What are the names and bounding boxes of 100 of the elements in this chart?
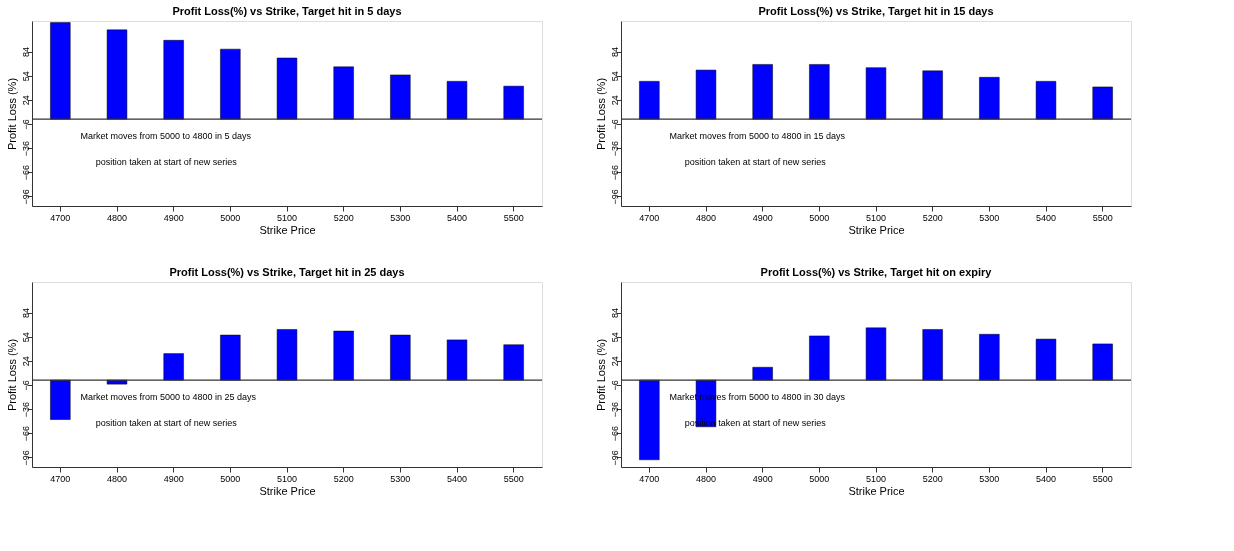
bar <box>503 344 524 381</box>
x-tick-label: 5400 <box>446 212 468 223</box>
y-tick-label: 24 <box>609 95 620 106</box>
bar <box>106 29 128 120</box>
bar <box>1092 86 1113 120</box>
chart-title: Profit Loss(%) vs Strike, Target hit in 15 days <box>758 5 994 17</box>
annotation: position taken at start of new series <box>95 156 238 167</box>
chart-title: Profit Loss(%) vs Strike, Target hit in 25 days <box>169 266 405 278</box>
x-tick-label: 4900 <box>752 212 773 223</box>
x-tick-label: 5200 <box>333 212 354 223</box>
bar <box>752 367 773 381</box>
annotation: position taken at start of new series <box>95 417 238 428</box>
x-tick-label: 5500 <box>503 473 524 484</box>
x-tick-label: 5000 <box>220 212 241 223</box>
y-axis-title: Profit Loss (%) <box>594 338 607 412</box>
y-tick-label: 54 <box>609 71 620 82</box>
y-tick-label: 54 <box>20 71 31 82</box>
y-tick-label: −96 <box>20 450 31 466</box>
x-tick-label: 5500 <box>503 212 524 223</box>
bar <box>979 334 1000 381</box>
y-tick-label: −6 <box>20 119 31 130</box>
x-tick-label: 4900 <box>752 473 773 484</box>
x-tick-label: 4700 <box>639 212 660 223</box>
x-tick-label: 5400 <box>446 473 468 484</box>
y-tick-label: −36 <box>609 140 620 157</box>
bar <box>922 329 943 381</box>
x-tick-label: 4700 <box>50 212 71 223</box>
x-axis-title: Strike Price <box>848 223 905 236</box>
y-tick-label: 54 <box>20 332 31 343</box>
y-axis-title: Profit Loss (%) <box>5 77 18 151</box>
bar <box>695 69 717 120</box>
bar <box>220 334 241 381</box>
x-tick-label: 5000 <box>220 473 241 484</box>
y-tick-label: −36 <box>20 401 31 418</box>
bar <box>809 335 830 381</box>
bar <box>50 379 71 420</box>
y-axis-title: Profit Loss (%) <box>5 338 18 412</box>
bar <box>1092 343 1113 381</box>
bar <box>865 67 887 120</box>
annotation: Market moves from 5000 to 4800 in 25 days <box>80 391 257 402</box>
x-tick-label: 4800 <box>106 212 128 223</box>
chart-title: Profit Loss(%) vs Strike, Target hit on expiry <box>760 266 993 278</box>
x-tick-label: 5300 <box>979 212 1000 223</box>
bar <box>1035 338 1057 381</box>
y-tick-label: 84 <box>20 47 31 58</box>
x-tick-label: 5200 <box>333 473 354 484</box>
bar <box>922 70 943 120</box>
bar <box>446 81 468 120</box>
x-axis-title: Strike Price <box>259 223 316 236</box>
bar <box>1035 81 1057 120</box>
chart-title: Profit Loss(%) vs Strike, Target hit in 5 days <box>172 5 402 17</box>
x-tick-label: 4800 <box>695 212 717 223</box>
bar <box>390 74 411 120</box>
annotation: Market moves from 5000 to 4800 in 5 days <box>80 130 252 141</box>
y-tick-label: 84 <box>20 308 31 319</box>
y-tick-label: 24 <box>20 95 31 106</box>
y-tick-label: −96 <box>609 450 620 466</box>
x-tick-label: 4700 <box>50 473 71 484</box>
x-tick-label: 5500 <box>1092 473 1113 484</box>
bar <box>446 339 468 381</box>
y-tick-label: −6 <box>20 380 31 391</box>
x-tick-label: 5400 <box>1035 212 1057 223</box>
annotation: Market moves from 5000 to 4800 in 15 days <box>669 130 846 141</box>
x-tick-label: 5000 <box>809 212 830 223</box>
bar <box>220 48 241 120</box>
y-axis-title: Profit Loss (%) <box>594 77 607 151</box>
y-tick-label: −66 <box>609 165 620 181</box>
y-tick-label: 54 <box>609 332 620 343</box>
bar <box>809 64 830 120</box>
bar <box>503 85 524 120</box>
y-tick-label: −66 <box>20 426 31 442</box>
bar <box>276 57 298 120</box>
bar <box>333 66 354 120</box>
x-tick-label: 5500 <box>1092 212 1113 223</box>
x-axis-title: Strike Price <box>259 484 316 497</box>
x-axis-title: Strike Price <box>848 484 905 497</box>
annotation: position taken at start of new series <box>684 156 827 167</box>
bar <box>865 327 887 381</box>
x-tick-label: 5300 <box>390 473 411 484</box>
x-tick-label: 5400 <box>1035 473 1057 484</box>
bar <box>276 329 298 381</box>
y-tick-label: −6 <box>609 380 620 391</box>
bar <box>639 81 660 120</box>
y-tick-label: −66 <box>20 165 31 181</box>
x-tick-label: 4700 <box>639 473 660 484</box>
y-tick-label: 24 <box>609 356 620 367</box>
x-tick-label: 5200 <box>922 212 943 223</box>
y-tick-label: −96 <box>20 189 31 205</box>
x-tick-label: 4800 <box>695 473 717 484</box>
x-tick-label: 5100 <box>865 212 887 223</box>
bar <box>163 40 184 120</box>
y-tick-label: 84 <box>609 308 620 319</box>
y-tick-label: −36 <box>609 401 620 418</box>
bar <box>639 379 660 461</box>
x-tick-label: 5100 <box>276 212 298 223</box>
x-tick-label: 4900 <box>163 212 184 223</box>
x-tick-label: 5300 <box>390 212 411 223</box>
x-tick-label: 4800 <box>106 473 128 484</box>
x-tick-label: 5200 <box>922 473 943 484</box>
bar <box>50 22 71 120</box>
